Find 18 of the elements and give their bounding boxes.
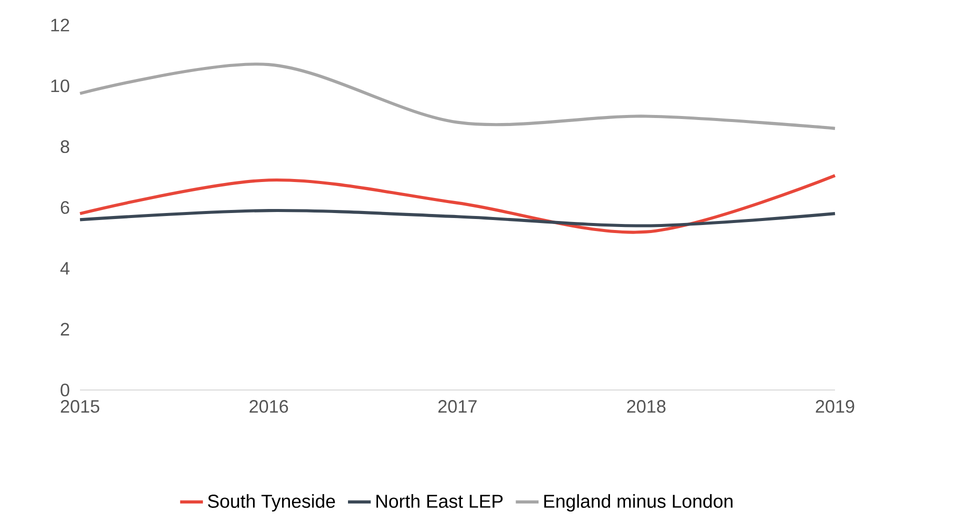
legend-label: South Tyneside <box>208 494 335 512</box>
x-tick-label: 2019 <box>816 400 854 413</box>
y-tick-label: 6 <box>60 201 70 214</box>
y-tick-label: 4 <box>60 262 70 275</box>
y-tick-label: 12 <box>51 18 70 32</box>
x-tick-label: 2016 <box>250 400 288 413</box>
line-series <box>78 174 837 234</box>
y-tick-label: 10 <box>51 79 70 92</box>
y-tick-label: 0 <box>60 384 70 396</box>
x-tick-label: 2018 <box>627 400 666 413</box>
x-tick-label: 2017 <box>438 400 477 413</box>
legend-label: England minus London <box>544 494 732 512</box>
x-tick-label: 2015 <box>60 400 100 413</box>
y-tick-label: 2 <box>60 322 70 336</box>
legend-label: North East LEP <box>376 494 503 508</box>
line-series <box>78 62 837 130</box>
y-tick-label: 8 <box>60 140 70 154</box>
line-series <box>78 208 837 228</box>
